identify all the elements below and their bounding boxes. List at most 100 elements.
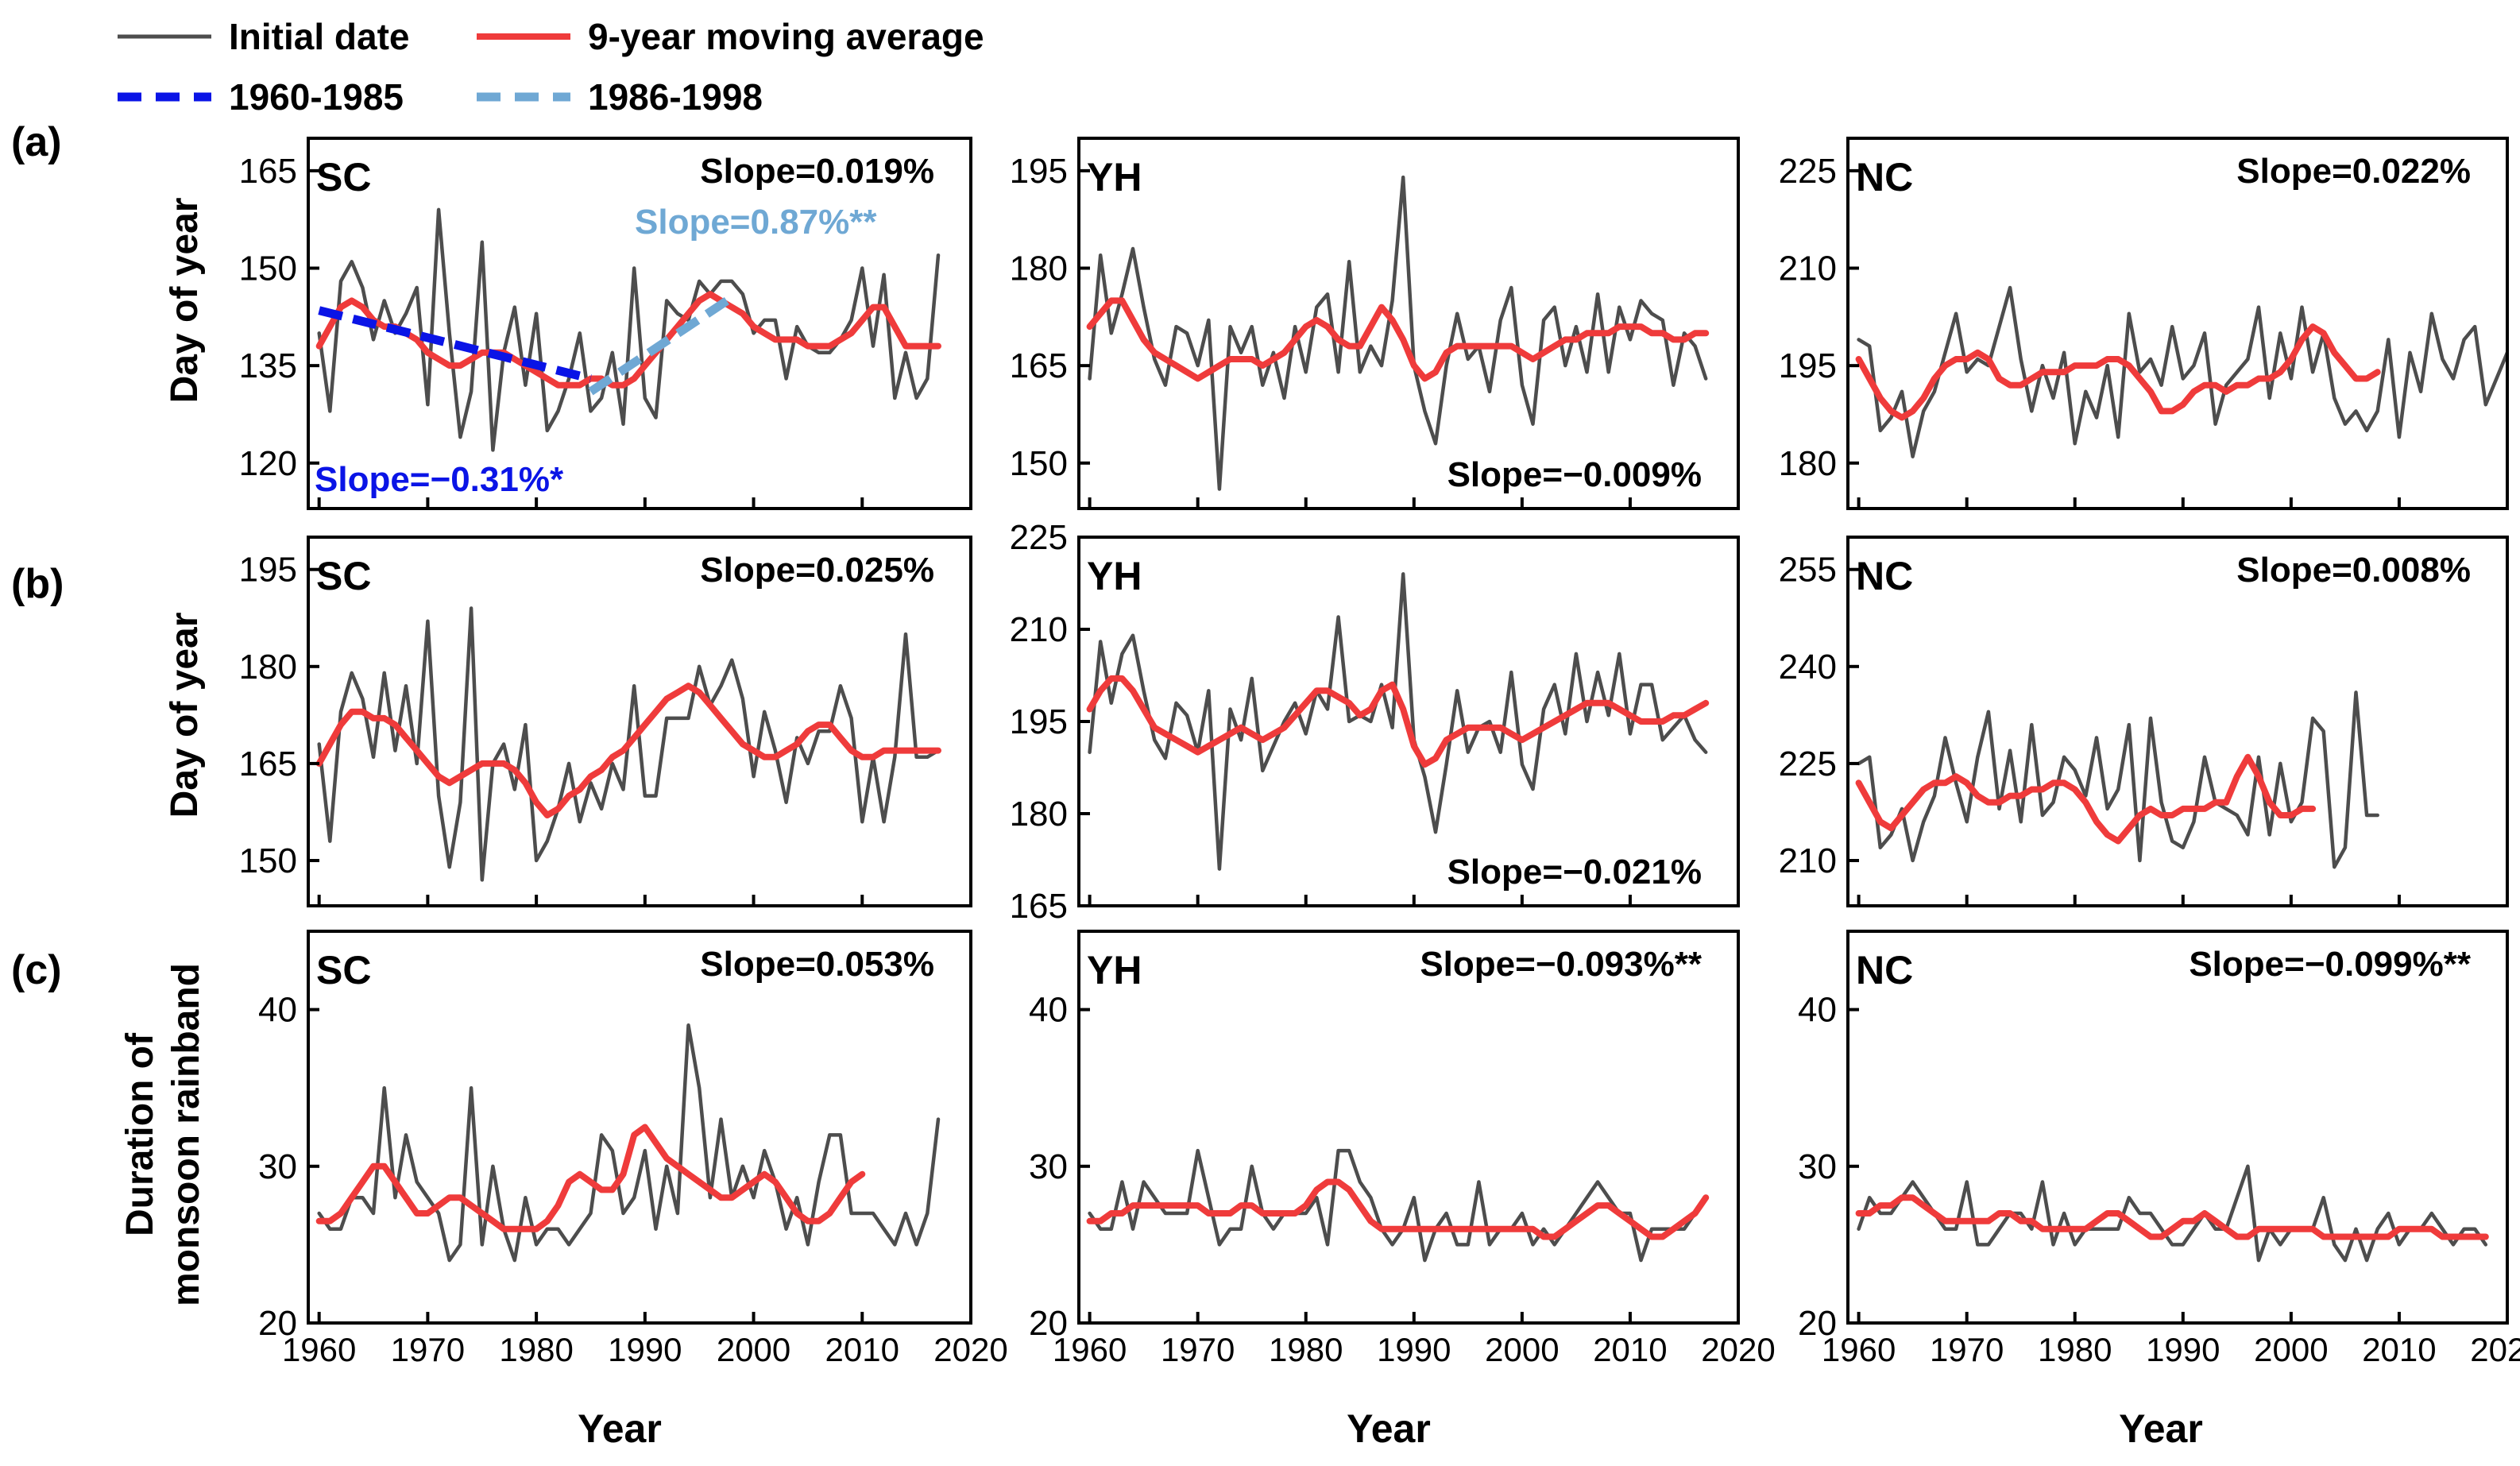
y-tick-label: 165 bbox=[239, 152, 297, 191]
x-tick-label: 1960 bbox=[282, 1331, 356, 1368]
y-tick-label: 40 bbox=[1798, 991, 1837, 1030]
panel-nc-c: 20 30 40 1960 1970 1980 1990 2000 2010 2020 NC Slop… bbox=[1798, 930, 2520, 1368]
x-tick-label: 1980 bbox=[2038, 1331, 2112, 1368]
trend-line-1960-1985 bbox=[318, 306, 592, 383]
y-tick-label: 180 bbox=[1010, 249, 1068, 288]
x-tick-label: 2020 bbox=[933, 1331, 1007, 1368]
slope-label-yh-a: Slope=−0.009% bbox=[1447, 455, 1702, 494]
initial-date-line bbox=[1857, 1164, 2488, 1263]
x-tick-label: 2000 bbox=[2254, 1331, 2328, 1368]
y-tick-label: 180 bbox=[239, 648, 297, 687]
plot-area-sc-b bbox=[315, 606, 941, 882]
y-tick-label: 225 bbox=[1779, 152, 1837, 191]
y-tick-label: 180 bbox=[1779, 444, 1837, 483]
y-tick-label: 150 bbox=[239, 841, 297, 880]
y-tick-label: 210 bbox=[1779, 249, 1837, 288]
axes-frame bbox=[1077, 137, 1740, 510]
moving-average-line bbox=[1855, 1194, 2489, 1240]
x-tick-label: 1980 bbox=[499, 1331, 573, 1368]
x-tick-label: 2000 bbox=[717, 1331, 790, 1368]
plot-area-nc-c bbox=[1855, 1164, 2489, 1263]
region-label-sc-a: SC bbox=[316, 155, 371, 199]
slope-label-yh-c: Slope=−0.093%** bbox=[1420, 945, 1703, 984]
initial-date-line bbox=[1857, 285, 2507, 458]
panel-nc-a: 180 195 210 225 NC Slope=0.022% bbox=[1779, 137, 2509, 510]
panel-nc-b: 210 225 240 255 NC Slope=0.008% bbox=[1779, 536, 2509, 907]
y-tick-label: 20 bbox=[1029, 1304, 1068, 1343]
y-tick-label: 195 bbox=[1779, 346, 1837, 385]
axes-frame bbox=[307, 536, 972, 907]
moving-average-line bbox=[1086, 1178, 1710, 1240]
x-axis-titles: Year Year Year bbox=[578, 1406, 2203, 1451]
y-axis-titles: Day of year Day of year Duration of mons… bbox=[119, 198, 207, 1306]
initial-date-line bbox=[317, 606, 941, 882]
moving-average-line bbox=[1086, 297, 1710, 382]
y-tick-label: 30 bbox=[1798, 1147, 1837, 1186]
plot-area-yh-a bbox=[1086, 175, 1710, 491]
row-label-b: (b) bbox=[11, 561, 64, 607]
moving-average-line bbox=[1855, 323, 2381, 421]
y-tick-label: 225 bbox=[1010, 518, 1068, 557]
x-tick-label: 1960 bbox=[1822, 1331, 1896, 1368]
axes-frame bbox=[307, 137, 972, 510]
x-tick-label: 1990 bbox=[608, 1331, 682, 1368]
row-label-a: (a) bbox=[11, 119, 62, 165]
x-tick-label: 1970 bbox=[1930, 1331, 2004, 1368]
region-label-sc-b: SC bbox=[316, 554, 371, 598]
x-tick-label: 2010 bbox=[2362, 1331, 2436, 1368]
moving-average-line bbox=[315, 1124, 866, 1232]
y-tick-label: 165 bbox=[1010, 887, 1068, 926]
panel-sc-a: Slope=−0.31%* Slope=0.87%** 120 135 150 165 SC… bbox=[239, 137, 972, 510]
panel-yh-b: 165 180 195 210 225 YH Slope=−0.021% bbox=[1010, 518, 1740, 926]
region-label-nc-a: NC bbox=[1856, 155, 1913, 199]
ylabel-row-c-line2: monsoon rainband bbox=[165, 963, 207, 1306]
x-tick-label: 2010 bbox=[1593, 1331, 1667, 1368]
slope-label-yh-b: Slope=−0.021% bbox=[1447, 853, 1702, 892]
plot-area-yh-c bbox=[1086, 1148, 1710, 1263]
x-tick-label: 1970 bbox=[391, 1331, 465, 1368]
y-tick-label: 195 bbox=[1010, 702, 1068, 741]
ylabel-row-c-line1: Duration of bbox=[119, 1032, 161, 1236]
y-tick-label: 40 bbox=[258, 991, 297, 1030]
x-tick-label: 1980 bbox=[1269, 1331, 1343, 1368]
region-label-yh-a: YH bbox=[1087, 155, 1142, 199]
xlabel-col-1: Year bbox=[578, 1406, 662, 1451]
axes-frame bbox=[1846, 137, 2509, 510]
x-tick-label: 1990 bbox=[1377, 1331, 1451, 1368]
xlabel-col-3: Year bbox=[2119, 1406, 2203, 1451]
y-tick-label: 40 bbox=[1029, 991, 1068, 1030]
region-label-nc-b: NC bbox=[1856, 554, 1913, 598]
initial-date-line bbox=[1088, 1148, 1708, 1263]
trend-slope-label-1986-1998: Slope=0.87%** bbox=[635, 203, 877, 242]
x-tick-label: 2000 bbox=[1485, 1331, 1559, 1368]
x-tick-label: 1960 bbox=[1053, 1331, 1127, 1368]
y-tick-label: 210 bbox=[1010, 610, 1068, 649]
axes-frame bbox=[307, 930, 972, 1325]
panel-yh-c: 20 30 40 1960 1970 1980 1990 2000 2010 2020 YH Slop… bbox=[1029, 930, 1776, 1368]
slope-label-sc-b: Slope=0.025% bbox=[700, 551, 934, 590]
ylabel-row-b: Day of year bbox=[164, 613, 206, 818]
legend: Initial date 9-year moving average 1960-… bbox=[118, 16, 984, 118]
initial-date-line bbox=[317, 207, 941, 452]
legend-ma-label: 9-year moving average bbox=[588, 16, 984, 57]
trend-line-1986-1998 bbox=[588, 293, 735, 396]
y-tick-label: 30 bbox=[258, 1147, 297, 1186]
moving-average-line bbox=[1086, 675, 1710, 768]
region-label-yh-c: YH bbox=[1087, 948, 1142, 992]
row-labels: (a) (b) (c) bbox=[11, 119, 64, 993]
y-tick-label: 195 bbox=[239, 551, 297, 590]
moving-average-line bbox=[315, 683, 941, 818]
panel-sc-c: 20 30 40 1960 1970 1980 1990 2000 2010 2020 SC Slop… bbox=[258, 930, 1008, 1368]
moving-average-line bbox=[315, 291, 941, 389]
x-tick-label: 2010 bbox=[825, 1331, 899, 1368]
y-tick-label: 165 bbox=[1010, 346, 1068, 385]
slope-label-nc-c: Slope=−0.099%** bbox=[2189, 945, 2472, 984]
y-tick-label: 30 bbox=[1029, 1147, 1068, 1186]
plot-area-yh-b bbox=[1086, 572, 1710, 871]
y-tick-label: 20 bbox=[1798, 1304, 1837, 1343]
panel-yh-a: 150 165 180 195 YH Slope=−0.009% bbox=[1010, 137, 1740, 510]
y-tick-label: 120 bbox=[239, 444, 297, 483]
legend-period2-label: 1986-1998 bbox=[588, 76, 763, 118]
moving-average-line bbox=[1855, 753, 2317, 845]
region-label-yh-b: YH bbox=[1087, 554, 1142, 598]
